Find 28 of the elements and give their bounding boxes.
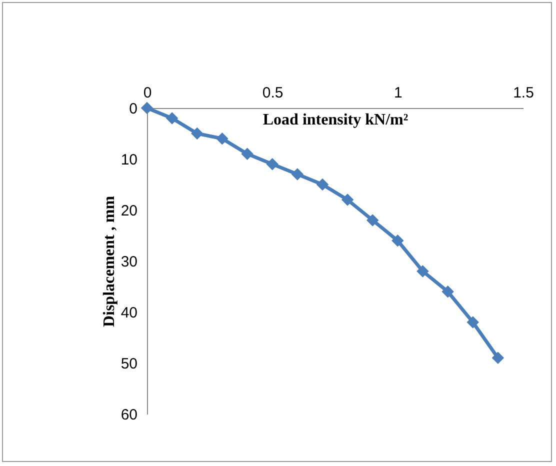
x-tick-label: 1 <box>394 84 402 102</box>
y-tick-label: 40 <box>120 304 138 322</box>
point <box>466 316 479 328</box>
point <box>291 168 304 180</box>
x-axis-title: Load intensity kN/m² <box>262 112 408 128</box>
y-axis-title: Displacement , mm <box>100 195 118 328</box>
x-tick-label: 0 <box>143 84 152 102</box>
y-tick-label: 10 <box>120 152 138 168</box>
y-tick-label: 20 <box>120 202 138 220</box>
point <box>341 194 354 206</box>
y-tick-label: 0 <box>129 100 138 118</box>
point <box>366 214 379 226</box>
x-tick-label: 1.5 <box>513 84 534 102</box>
y-tick-label: 30 <box>120 254 138 270</box>
y-tick-label: 60 <box>120 406 138 424</box>
point <box>140 102 154 114</box>
point <box>216 132 228 145</box>
point <box>191 127 204 140</box>
point <box>241 148 254 160</box>
y-tick-label: 50 <box>120 356 138 372</box>
point <box>442 285 454 298</box>
point <box>492 352 504 364</box>
point <box>316 178 329 191</box>
point <box>392 234 404 247</box>
point <box>166 112 178 124</box>
x-tick-label: 0.5 <box>262 84 284 102</box>
point <box>416 265 429 278</box>
point <box>266 158 278 170</box>
